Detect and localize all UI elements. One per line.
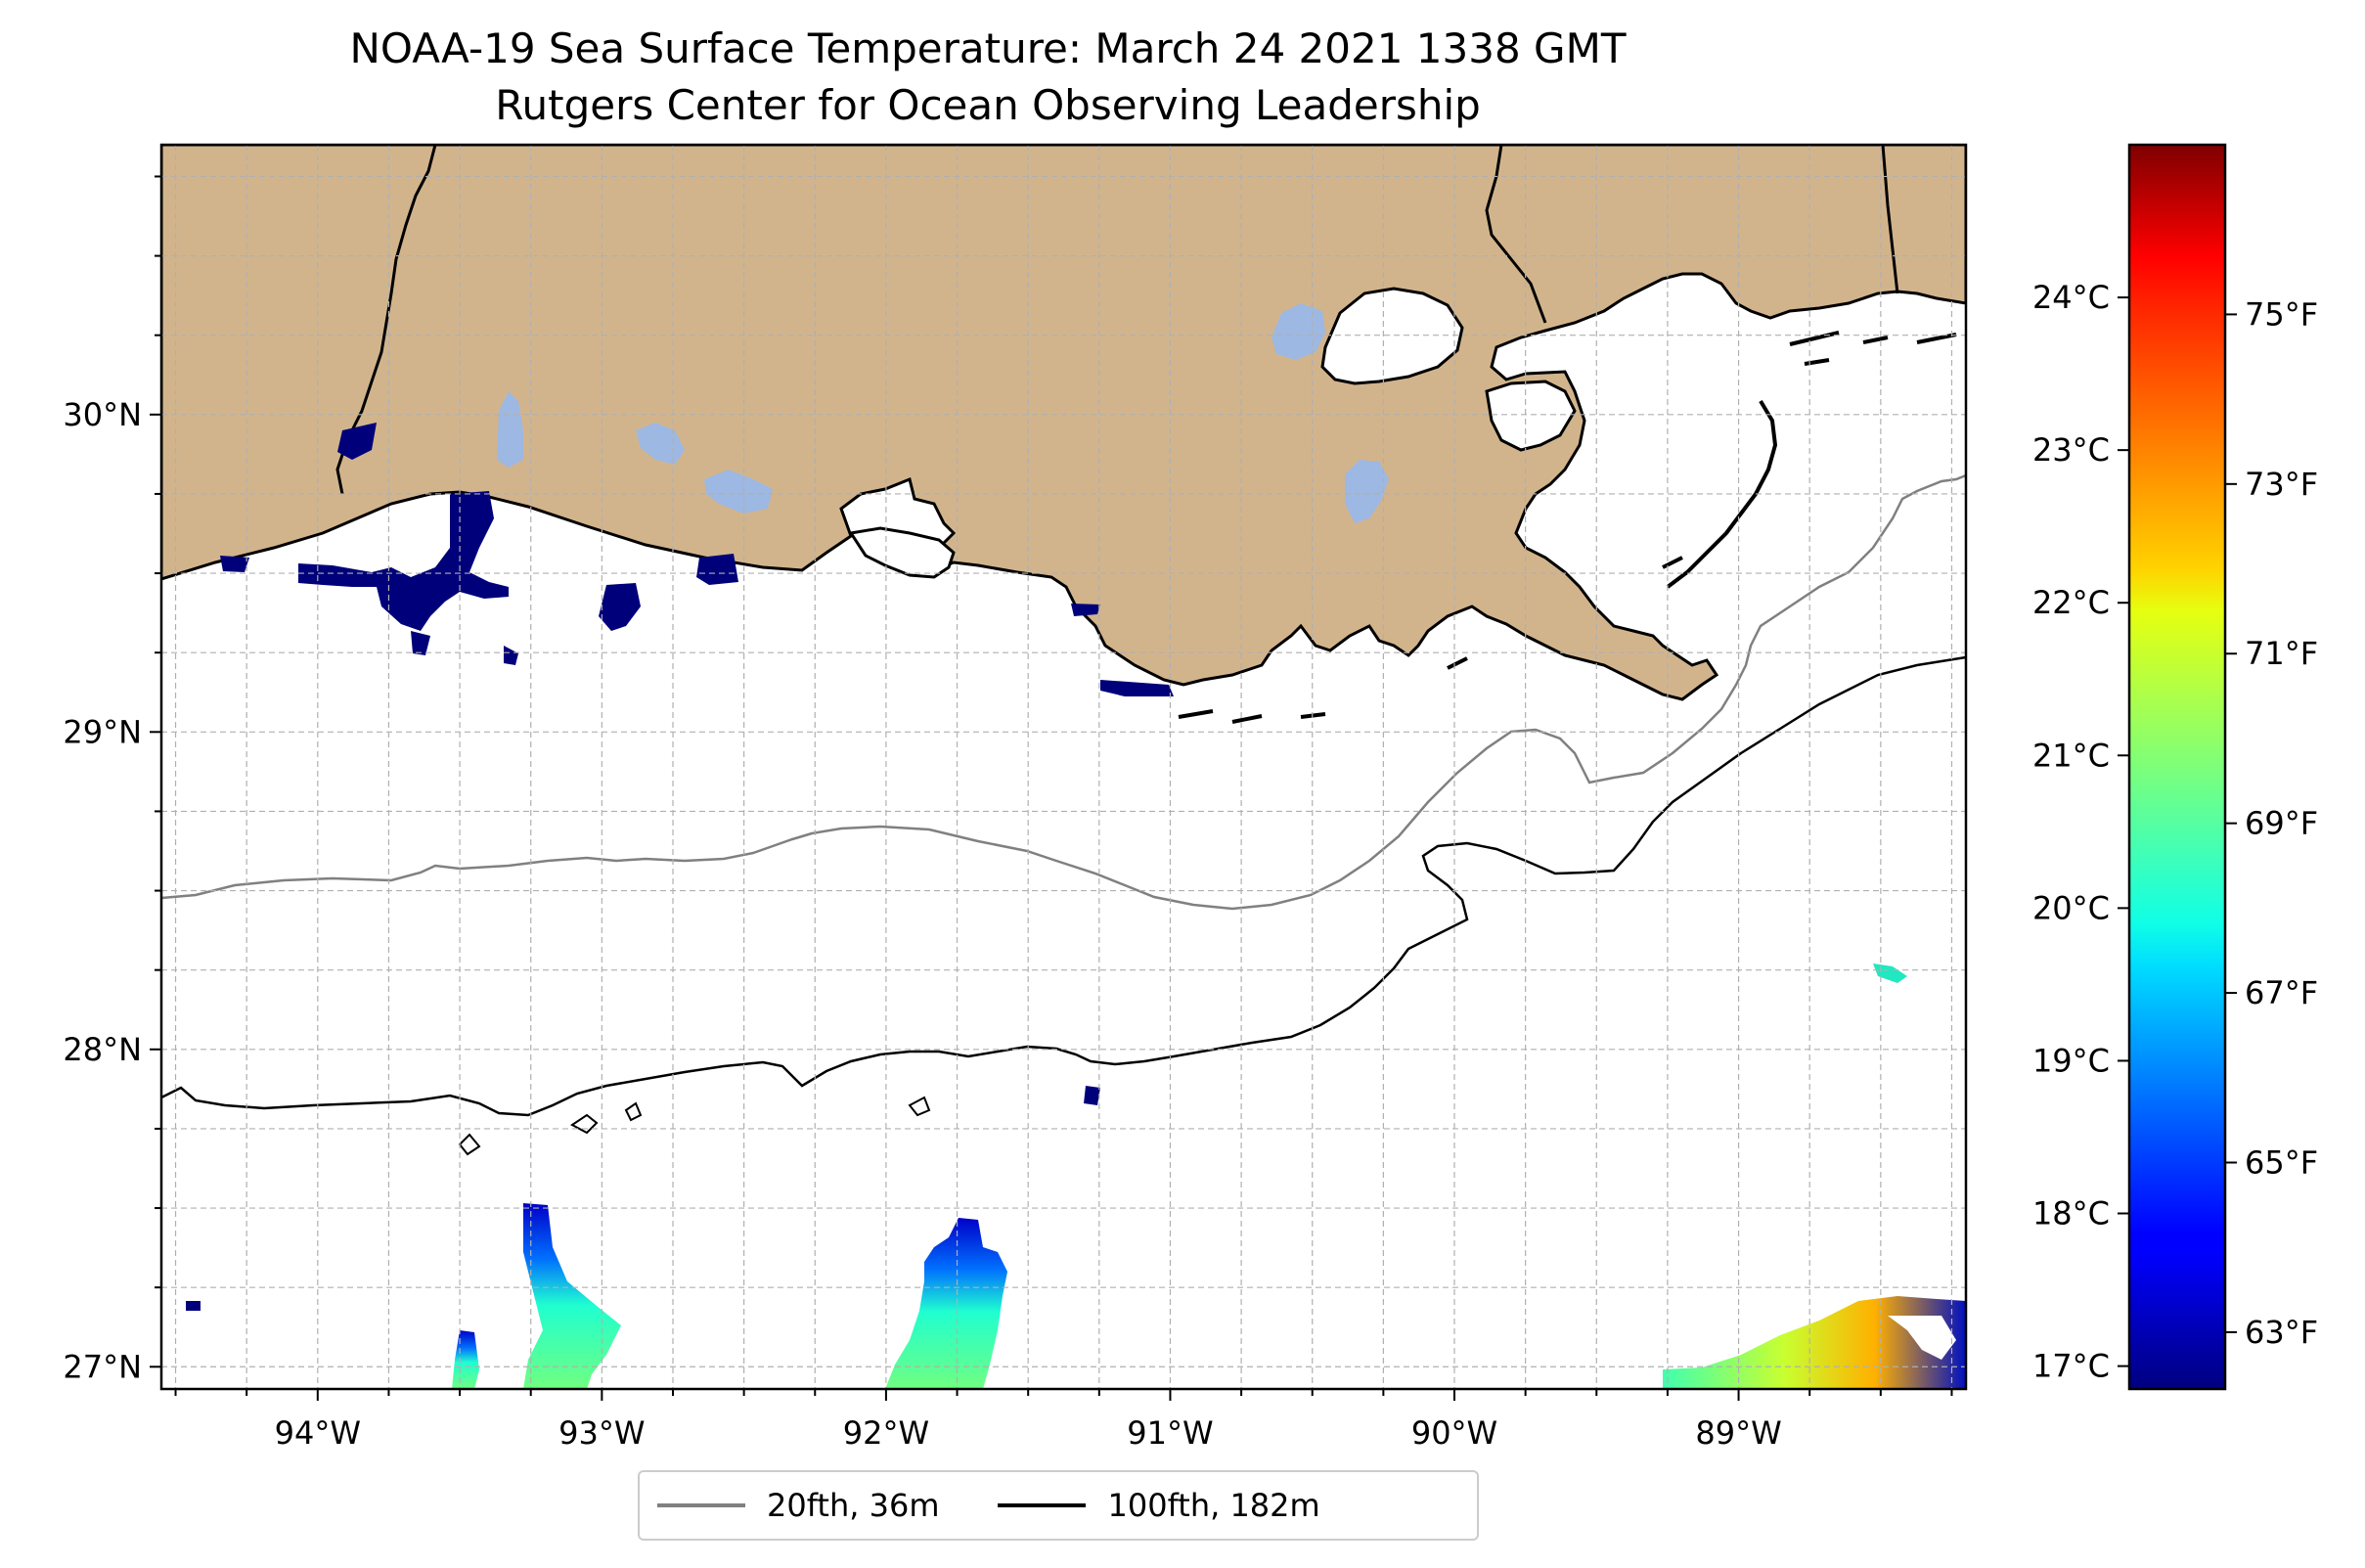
isobath-100fth-rings xyxy=(458,1096,931,1156)
longitude-tick-label: 92°W xyxy=(843,1414,929,1452)
latitude-ticks: 30°N 29°N 28°N 27°N xyxy=(63,175,161,1385)
fahrenheit-tick-label: 69°F xyxy=(2245,805,2318,842)
latitude-tick-label: 29°N xyxy=(63,713,142,750)
sst-data-pixels xyxy=(186,423,1966,1389)
celsius-tick-label: 21°C xyxy=(2032,737,2110,774)
celsius-ticks: 17°C 18°C 19°C 20°C 21°C 22°C 23°C 24°C xyxy=(2032,279,2129,1385)
coastal-bay xyxy=(1485,380,1577,452)
sst-patch xyxy=(1873,963,1907,983)
vermilion-bay xyxy=(848,526,956,579)
barrier-islands xyxy=(1666,399,1778,589)
map-subtitle: Rutgers Center for Ocean Observing Leade… xyxy=(495,81,1481,129)
legend-label: 100fth, 182m xyxy=(1107,1487,1320,1524)
lake-pontchartrain xyxy=(1320,287,1464,385)
fahrenheit-tick-label: 67°F xyxy=(2245,974,2318,1011)
fahrenheit-tick-label: 65°F xyxy=(2245,1143,2318,1181)
map-area: 94°W 93°W 92°W 91°W 90°W 89°W 30°N 29°N 28°N 27°… xyxy=(63,143,1968,1452)
celsius-tick-label: 19°C xyxy=(2032,1042,2110,1079)
sst-patch xyxy=(1888,1316,1956,1360)
legend-swatch-black xyxy=(998,1503,1087,1507)
lake xyxy=(497,391,523,468)
longitude-ticks: 94°W 93°W 92°W 91°W 90°W 89°W xyxy=(174,1389,1953,1452)
longitude-tick-label: 91°W xyxy=(1127,1414,1213,1452)
celsius-tick-label: 22°C xyxy=(2032,584,2110,621)
latitude-tick-label: 30°N xyxy=(63,396,142,433)
fahrenheit-tick-label: 73°F xyxy=(2245,466,2318,503)
map-frame xyxy=(159,143,1968,1391)
sst-patch xyxy=(599,583,641,631)
isobath-100fth xyxy=(161,655,1966,1117)
celsius-tick-label: 17°C xyxy=(2032,1348,2110,1385)
legend-item-20fth: 20fth, 36m xyxy=(657,1487,939,1524)
longitude-tick-label: 90°W xyxy=(1411,1414,1497,1452)
barrier-islands xyxy=(1178,331,1957,724)
isobath-legend: 20fth, 36m 100fth, 182m xyxy=(638,1470,1479,1541)
legend-label: 20fth, 36m xyxy=(767,1487,940,1524)
colorbar-gradient xyxy=(2127,143,2227,1391)
minor-gridlines xyxy=(161,145,1966,1389)
sst-patch xyxy=(1663,1296,1966,1389)
legend-item-100fth: 100fth, 182m xyxy=(998,1487,1320,1524)
celsius-tick-label: 24°C xyxy=(2032,279,2110,316)
sst-patch xyxy=(696,554,738,585)
isobath-20fth xyxy=(161,473,1966,911)
fahrenheit-tick-label: 63°F xyxy=(2245,1314,2318,1351)
celsius-tick-label: 23°C xyxy=(2032,431,2110,469)
fahrenheit-tick-label: 75°F xyxy=(2245,295,2318,333)
sst-patch xyxy=(885,1218,1007,1389)
latitude-tick-label: 27°N xyxy=(63,1348,142,1385)
sst-patch xyxy=(452,1330,479,1389)
map-title: NOAA-19 Sea Surface Temperature: March 2… xyxy=(349,24,1627,72)
land-mass xyxy=(161,145,1966,701)
longitude-tick-label: 94°W xyxy=(275,1414,361,1452)
sst-patch xyxy=(298,491,509,631)
longitude-tick-label: 89°W xyxy=(1695,1414,1781,1452)
colorbar: 17°C 18°C 19°C 20°C 21°C 22°C 23°C 24°C 63°F 65°… xyxy=(2032,143,2318,1391)
latitude-tick-label: 28°N xyxy=(63,1031,142,1068)
fahrenheit-ticks: 63°F 65°F 67°F 69°F 71°F 73°F 75°F xyxy=(2225,295,2318,1351)
legend-swatch-gray xyxy=(657,1503,745,1507)
celsius-tick-label: 20°C xyxy=(2032,889,2110,926)
fahrenheit-tick-label: 71°F xyxy=(2245,635,2318,672)
celsius-tick-label: 18°C xyxy=(2032,1195,2110,1232)
sst-patch xyxy=(523,1203,621,1389)
sst-patch xyxy=(337,423,377,460)
longitude-tick-label: 93°W xyxy=(558,1414,645,1452)
state-border xyxy=(1881,145,1899,294)
lake xyxy=(1345,460,1389,523)
lake xyxy=(704,470,773,514)
